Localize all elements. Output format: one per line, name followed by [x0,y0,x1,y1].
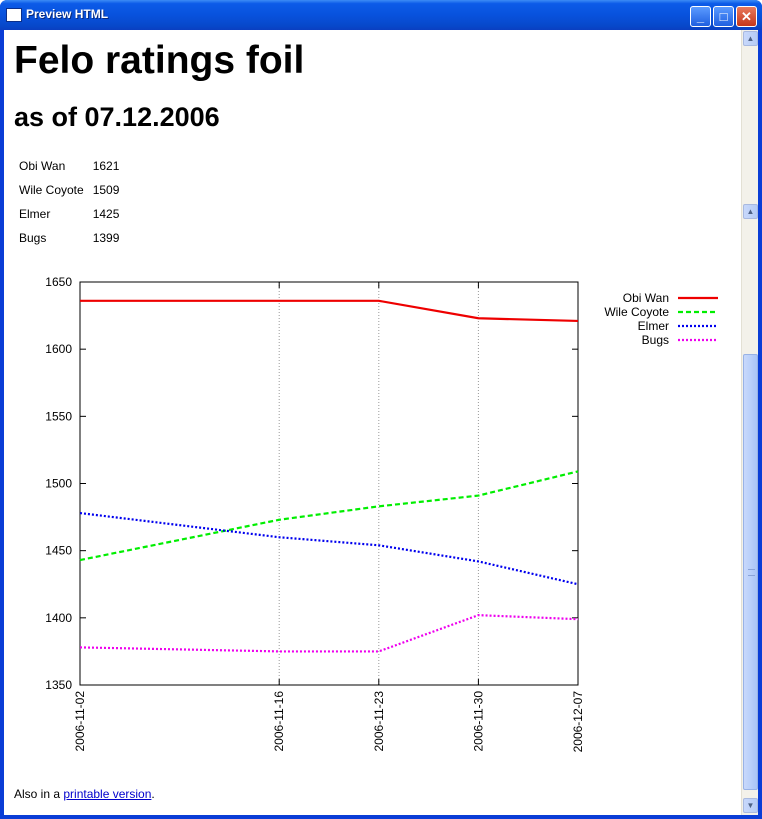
player-name: Obi Wan [19,159,66,173]
y-tick-label: 1400 [45,611,72,625]
rating-chart: 1350 1400 1450 1500 1550 1600 1650 2006-11-02 20… [45,275,718,753]
scroll-down-arrow-icon[interactable]: ▼ [743,798,758,813]
x-tick-label: 2006-11-02 [73,691,87,752]
page-subtitle: as of 07.12.2006 [14,102,220,132]
legend-label: Wile Coyote [604,305,669,319]
series-line [79,470,579,562]
y-tick-label: 1600 [45,342,72,356]
close-button[interactable]: ✕ [736,6,757,27]
printable-version-link[interactable]: printable version [63,787,152,801]
player-rating: 1425 [92,207,120,221]
y-tick-label: 1450 [45,544,72,558]
scroll-up-arrow-icon[interactable]: ▲ [743,204,758,219]
scrollbar-thumb[interactable] [743,354,758,790]
series-line [79,511,579,586]
series-line [79,614,579,653]
vertical-scrollbar[interactable]: ▲ ▲ ▼ [741,30,758,815]
plot-frame [79,281,579,686]
maximize-button[interactable]: □ [713,6,734,27]
legend-label: Bugs [642,333,669,347]
window-title: Preview HTML [26,7,109,21]
footer-suffix: . [151,787,155,801]
x-tick-label: 2006-11-16 [272,691,286,752]
player-name: Elmer [19,207,51,221]
page-title: Felo ratings foil [14,39,305,82]
rating-chart-container: 1350 1400 1450 1500 1550 1600 1650 2006-11-02 20… [14,30,734,815]
player-rating: 1621 [92,159,120,173]
maximize-icon: □ [719,9,728,24]
footer-text: Also in a printable version. [14,787,155,801]
table-row: Elmer 1425 [16,202,125,226]
table-row: Bugs 1399 [16,226,125,250]
ratings-table: Obi Wan 1621 Wile Coyote 1509 Elmer 1425… [16,154,125,250]
player-rating: 1509 [92,183,120,197]
y-tick-label: 1500 [45,477,72,491]
player-rating: 1399 [92,231,120,245]
legend-label: Elmer [638,319,669,333]
scroll-up-arrow-icon[interactable]: ▲ [743,31,758,46]
x-tick-label: 2006-11-30 [471,691,485,752]
player-name: Bugs [19,231,47,245]
x-tick-label: 2006-11-23 [372,691,386,752]
y-tick-label: 1650 [45,275,72,289]
app-icon [6,8,22,22]
scrollbar-grip-icon [748,569,755,576]
y-tick-label: 1350 [45,678,72,692]
table-row: Obi Wan 1621 [16,154,125,178]
legend-label: Obi Wan [623,291,669,305]
table-row: Wile Coyote 1509 [16,178,125,202]
minimize-button[interactable]: _ [690,6,711,27]
series-line [80,299,579,323]
minimize-icon: _ [696,9,705,24]
document-area: Felo ratings foil as of 07.12.2006 Obi W… [4,30,758,815]
footer-prefix: Also in a [14,787,64,801]
title-bar[interactable]: Preview HTML _ □ ✕ [0,0,762,30]
player-name: Wile Coyote [19,183,84,197]
x-tick-label: 2006-12-07 [571,691,585,753]
close-icon: ✕ [741,8,752,24]
y-tick-label: 1550 [45,409,72,423]
